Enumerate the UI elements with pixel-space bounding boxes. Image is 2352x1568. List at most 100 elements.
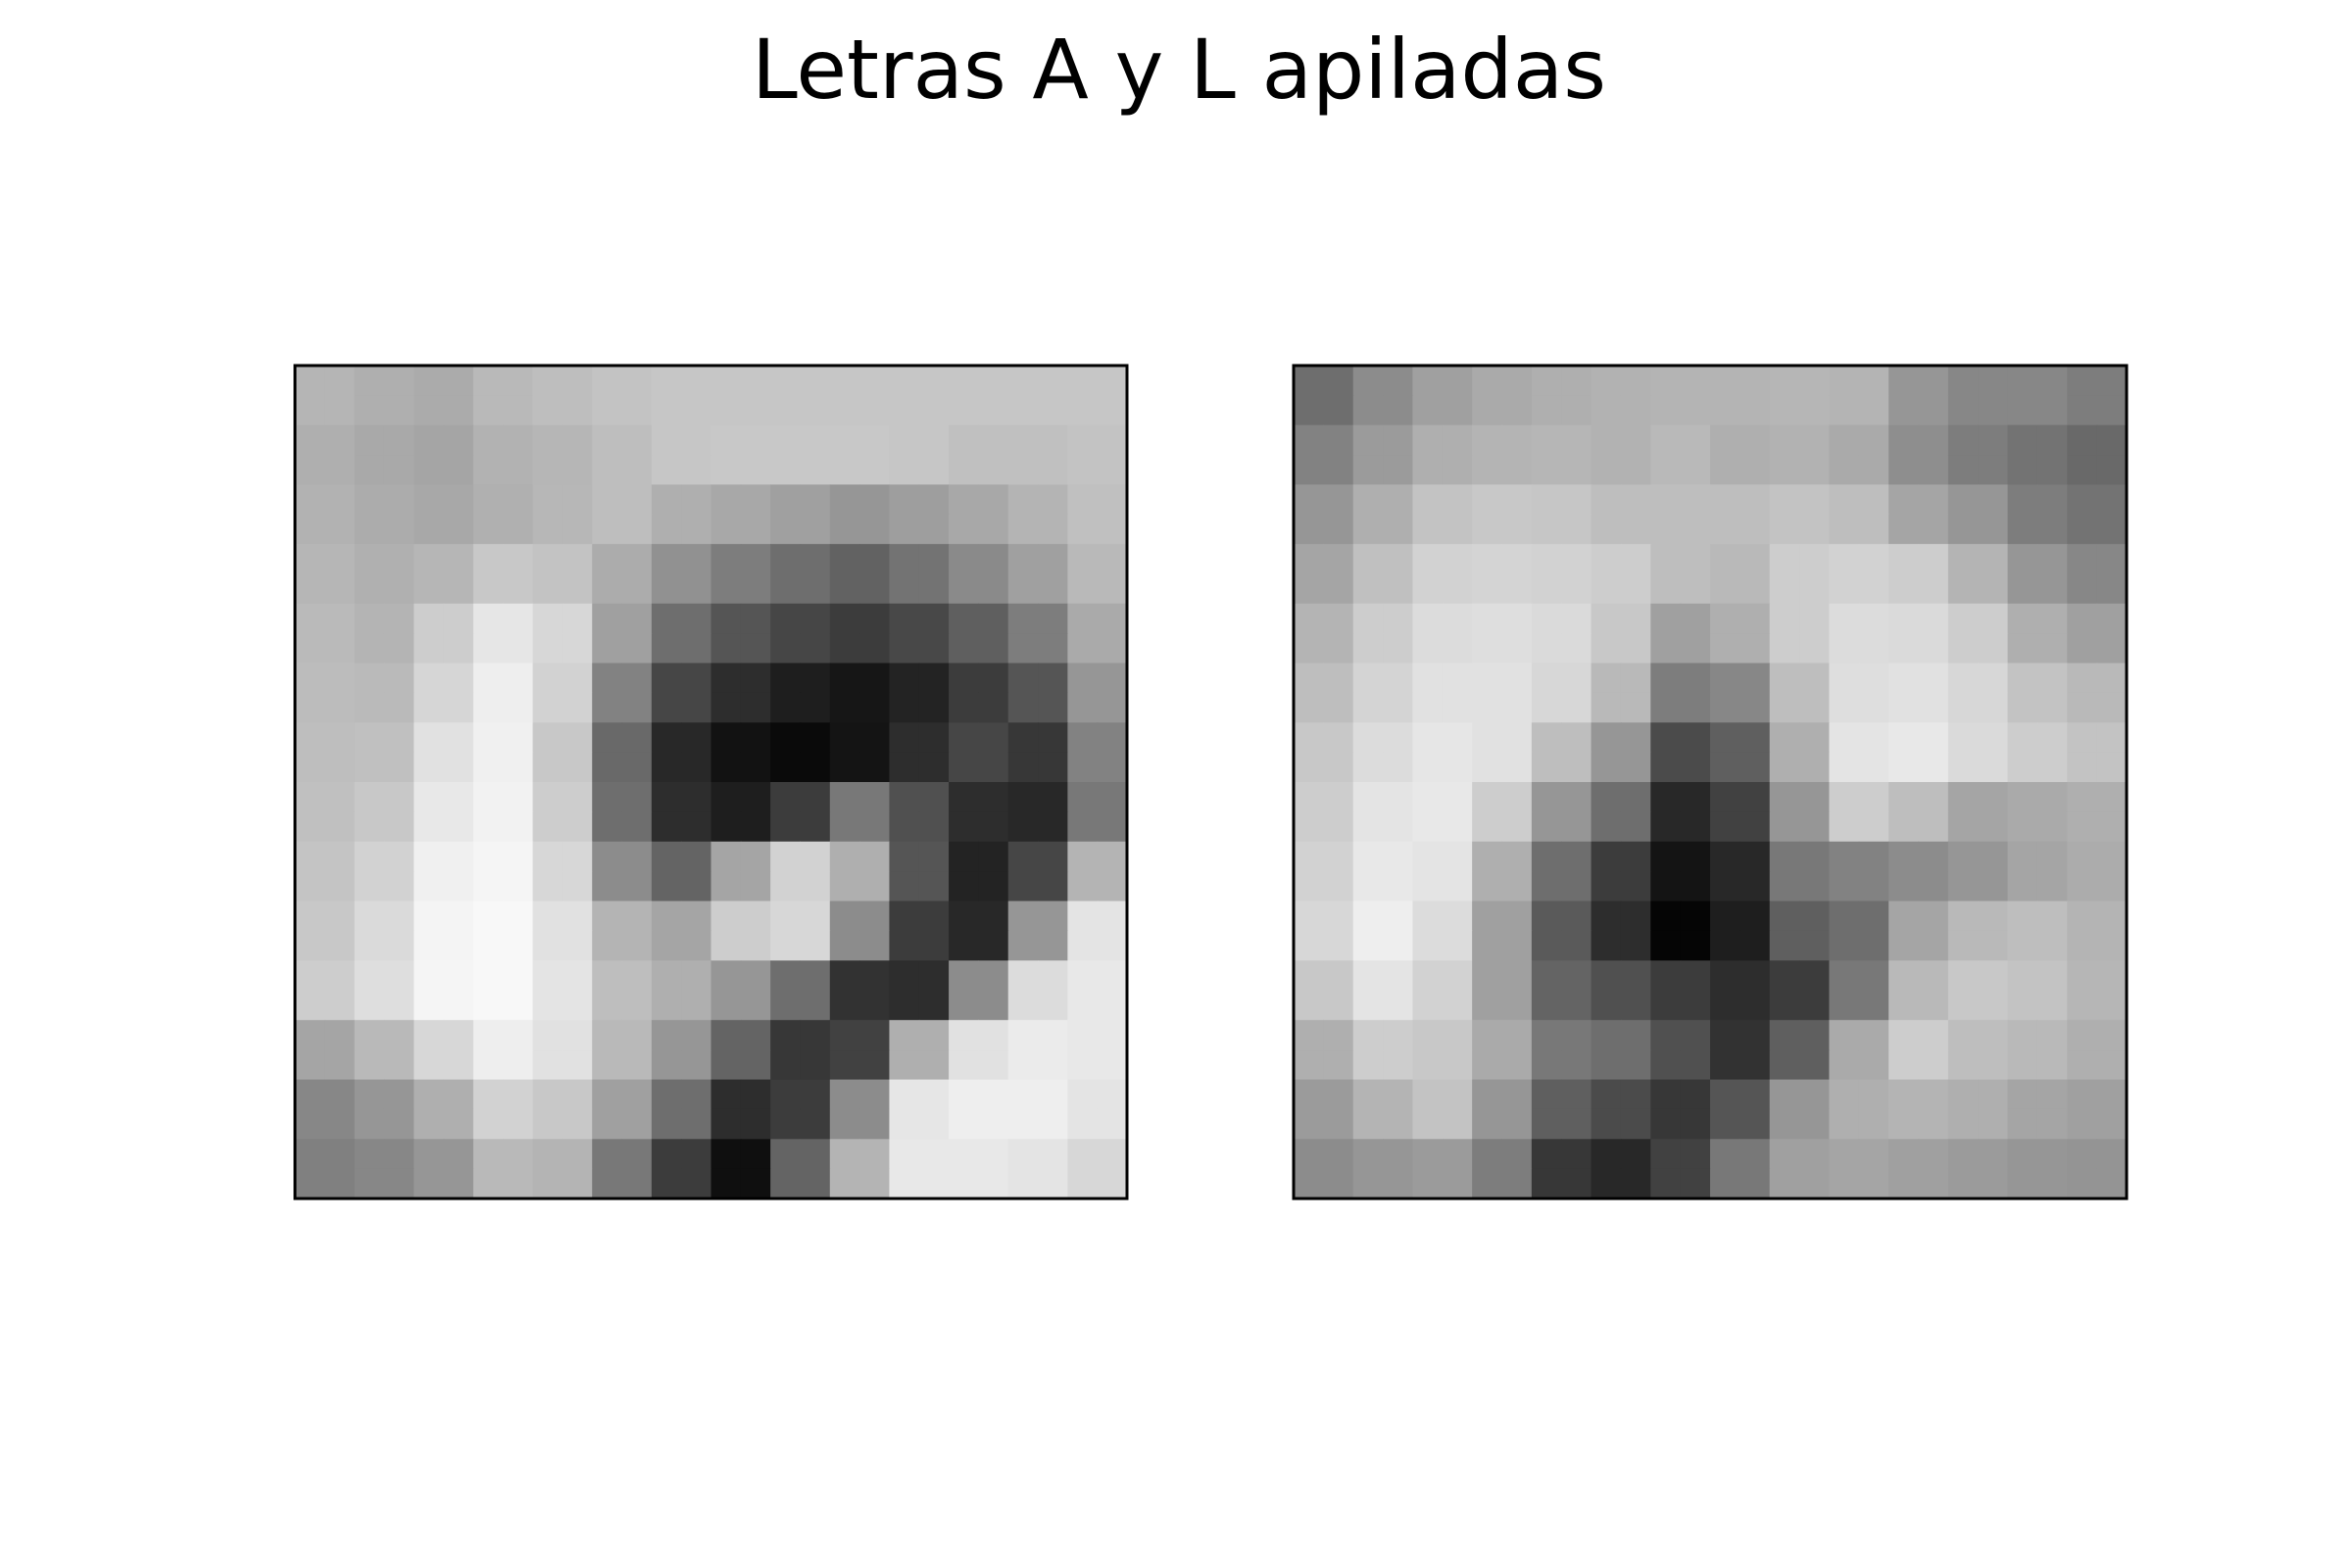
heatmap-cell <box>1442 811 1473 843</box>
heatmap-cell <box>2007 901 2038 932</box>
heatmap-cell <box>383 752 415 783</box>
heatmap-cell <box>1294 1168 1324 1200</box>
heatmap-cell <box>354 990 385 1021</box>
heatmap-cell <box>2036 1079 2068 1110</box>
heatmap-cell <box>1858 811 1889 843</box>
heatmap-cell <box>2036 366 2068 396</box>
heatmap-cell <box>562 1019 593 1051</box>
heatmap-cell <box>1858 1079 1889 1110</box>
heatmap-cell <box>1829 1108 1860 1140</box>
heatmap-cell <box>740 1108 771 1140</box>
heatmap-cell <box>829 811 860 843</box>
heatmap-cell <box>1097 395 1128 426</box>
heatmap-cell <box>1383 871 1414 903</box>
heatmap-cell <box>1323 871 1354 903</box>
heatmap-cell <box>1888 544 1920 575</box>
heatmap-cell <box>1412 603 1444 634</box>
heatmap-cell <box>740 1050 771 1081</box>
heatmap-cell <box>2007 544 2038 575</box>
heatmap-cell <box>472 573 504 605</box>
heatmap-cell <box>1383 662 1414 694</box>
heatmap-cell <box>2036 1139 2068 1170</box>
heatmap-cell <box>918 366 950 396</box>
heatmap-cell <box>1383 603 1414 634</box>
heatmap-cell <box>1097 662 1128 694</box>
heatmap-cell <box>978 1079 1009 1110</box>
heatmap-cell <box>889 633 920 664</box>
heatmap-cell <box>1323 752 1354 783</box>
heatmap-cell <box>1829 871 1860 903</box>
heatmap-cell <box>1918 1079 1949 1110</box>
heatmap-cell <box>1294 930 1324 961</box>
heatmap-cell <box>1323 990 1354 1021</box>
heatmap-cell <box>592 960 623 992</box>
heatmap-cell <box>829 395 860 426</box>
heatmap-cell <box>1620 871 1651 903</box>
heatmap-cell <box>532 1079 564 1110</box>
heatmap-cell <box>918 1168 950 1200</box>
heatmap-cell <box>562 811 593 843</box>
heatmap-cell <box>1007 901 1039 932</box>
heatmap-cell <box>1501 692 1533 723</box>
heatmap-cell <box>1829 692 1860 723</box>
heatmap-cell <box>1472 573 1503 605</box>
heatmap-cell <box>1442 484 1473 515</box>
heatmap-cell <box>2067 1139 2098 1170</box>
heatmap-cell <box>1067 603 1099 634</box>
heatmap-cell <box>889 603 920 634</box>
heatmap-cell <box>1888 1108 1920 1140</box>
heatmap-cell <box>1799 692 1831 723</box>
heatmap-cell <box>1620 366 1651 396</box>
heatmap-cell <box>859 484 891 515</box>
heatmap-cell <box>740 544 771 575</box>
heatmap-cell <box>740 603 771 634</box>
heatmap-cell <box>1383 811 1414 843</box>
heatmap-cell <box>2096 901 2128 932</box>
heatmap-cell <box>800 662 831 694</box>
heatmap-cell <box>978 633 1009 664</box>
heatmap-cell <box>2007 692 2038 723</box>
heatmap-cell <box>1038 1108 1068 1140</box>
heatmap-cell <box>978 811 1009 843</box>
heatmap-cell <box>562 514 593 545</box>
heatmap-cell <box>592 1079 623 1110</box>
heatmap-cell <box>918 603 950 634</box>
heatmap-cell <box>532 484 564 515</box>
heatmap-cell <box>1097 1050 1128 1081</box>
heatmap-cell <box>2067 782 2098 812</box>
heatmap-cell <box>710 1139 742 1170</box>
heatmap-cell <box>1858 871 1889 903</box>
heatmap-cell <box>800 930 831 961</box>
heatmap-cell <box>1591 1050 1622 1081</box>
heatmap-cell <box>1067 960 1099 992</box>
heatmap-cell <box>1472 841 1503 872</box>
heatmap-cell <box>889 366 920 396</box>
heatmap-cell <box>800 901 831 932</box>
heatmap-cell <box>829 366 860 396</box>
heatmap-cell <box>621 424 653 456</box>
heatmap-cell <box>1007 752 1039 783</box>
heatmap-cell <box>1383 901 1414 932</box>
heatmap-cell <box>532 544 564 575</box>
heatmap-cell <box>1680 930 1711 961</box>
heatmap-cell <box>1591 960 1622 992</box>
heatmap-cell <box>2096 1050 2128 1081</box>
heatmap-cell <box>1740 484 1771 515</box>
heatmap-cell <box>1352 662 1384 694</box>
heatmap-cell <box>1412 1019 1444 1051</box>
heatmap-cell <box>2067 960 2098 992</box>
heatmap-cell <box>295 514 325 545</box>
heatmap-cell <box>383 1050 415 1081</box>
heatmap-cell <box>1799 871 1831 903</box>
heatmap-cell <box>1591 782 1622 812</box>
heatmap-cell <box>383 484 415 515</box>
heatmap-cell <box>681 455 712 486</box>
heatmap-cell <box>681 871 712 903</box>
heatmap-cell <box>918 544 950 575</box>
heatmap-cell <box>2096 366 2128 396</box>
heatmap-cell <box>1383 1079 1414 1110</box>
heatmap-cell <box>651 424 682 456</box>
heatmap-cell <box>532 811 564 843</box>
heatmap-cell <box>740 395 771 426</box>
heatmap-cell <box>414 1019 445 1051</box>
